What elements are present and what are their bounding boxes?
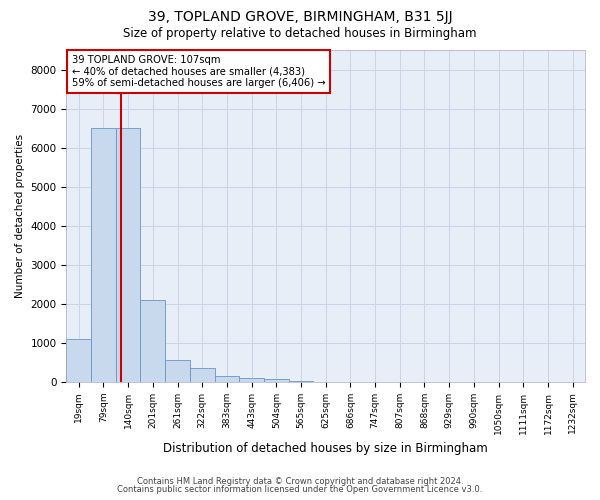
Bar [239, 378, 264, 382]
Bar [140, 300, 165, 382]
Text: Contains public sector information licensed under the Open Government Licence v3: Contains public sector information licen… [118, 485, 482, 494]
Bar [215, 376, 239, 382]
Bar [165, 360, 190, 382]
X-axis label: Distribution of detached houses by size in Birmingham: Distribution of detached houses by size … [163, 442, 488, 455]
Y-axis label: Number of detached properties: Number of detached properties [15, 134, 25, 298]
Bar [264, 380, 289, 382]
Bar [91, 128, 116, 382]
Text: Contains HM Land Registry data © Crown copyright and database right 2024.: Contains HM Land Registry data © Crown c… [137, 477, 463, 486]
Text: 39, TOPLAND GROVE, BIRMINGHAM, B31 5JJ: 39, TOPLAND GROVE, BIRMINGHAM, B31 5JJ [148, 10, 452, 24]
Bar [116, 128, 140, 382]
Bar [190, 368, 215, 382]
Text: 39 TOPLAND GROVE: 107sqm
← 40% of detached houses are smaller (4,383)
59% of sem: 39 TOPLAND GROVE: 107sqm ← 40% of detach… [71, 55, 325, 88]
Text: Size of property relative to detached houses in Birmingham: Size of property relative to detached ho… [123, 28, 477, 40]
Bar [67, 339, 91, 382]
Bar [289, 380, 313, 382]
